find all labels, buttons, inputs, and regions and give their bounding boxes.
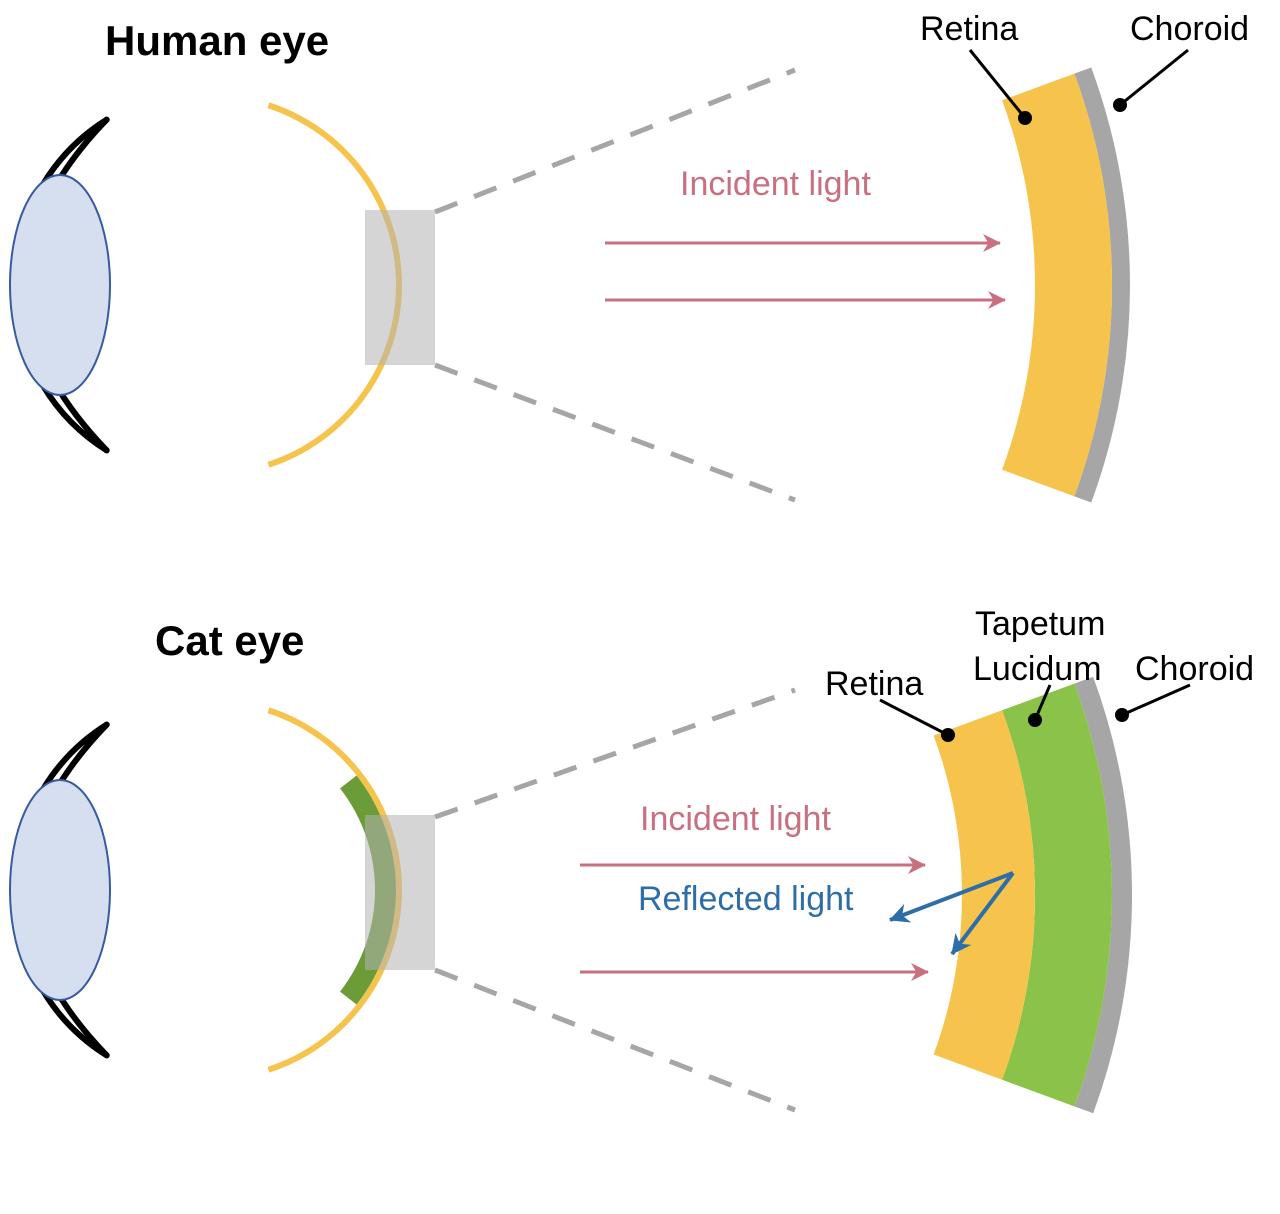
- cat-retina-label: Retina: [825, 665, 923, 703]
- cat-choroid-callout: [1122, 685, 1190, 715]
- cat-tapetum-label1: Tapetum: [975, 605, 1105, 643]
- human-retina-callout: [970, 50, 1025, 118]
- human-retina-dot: [1018, 111, 1032, 125]
- zoom-highlight: [365, 210, 435, 365]
- zoom-dash-1: [435, 970, 795, 1110]
- human-choroid-callout: [1120, 50, 1188, 105]
- human-title: Human eye: [105, 17, 329, 64]
- cat-title: Cat eye: [155, 617, 304, 664]
- cat-retina-callout: [880, 700, 948, 735]
- cat-choroid-dot: [1115, 708, 1129, 722]
- cat-incident-label: Incident light: [640, 800, 831, 838]
- human-choroid-label: Choroid: [1130, 10, 1249, 48]
- lens: [10, 780, 110, 1000]
- human-incident-label: Incident light: [680, 165, 871, 203]
- cat-tapetum-label2: Lucidum: [973, 650, 1102, 688]
- cat-choroid-label: Choroid: [1135, 650, 1254, 688]
- cat-tapetum-dot: [1028, 713, 1042, 727]
- zoom-dash-0: [435, 690, 795, 817]
- zoom-highlight: [365, 815, 435, 970]
- human-retina-label: Retina: [920, 10, 1018, 48]
- cat-retina-dot: [941, 728, 955, 742]
- zoom-dash-1: [435, 365, 795, 500]
- lens: [10, 175, 110, 395]
- human-choroid-dot: [1113, 98, 1127, 112]
- cat-reflected-label: Reflected light: [638, 880, 854, 918]
